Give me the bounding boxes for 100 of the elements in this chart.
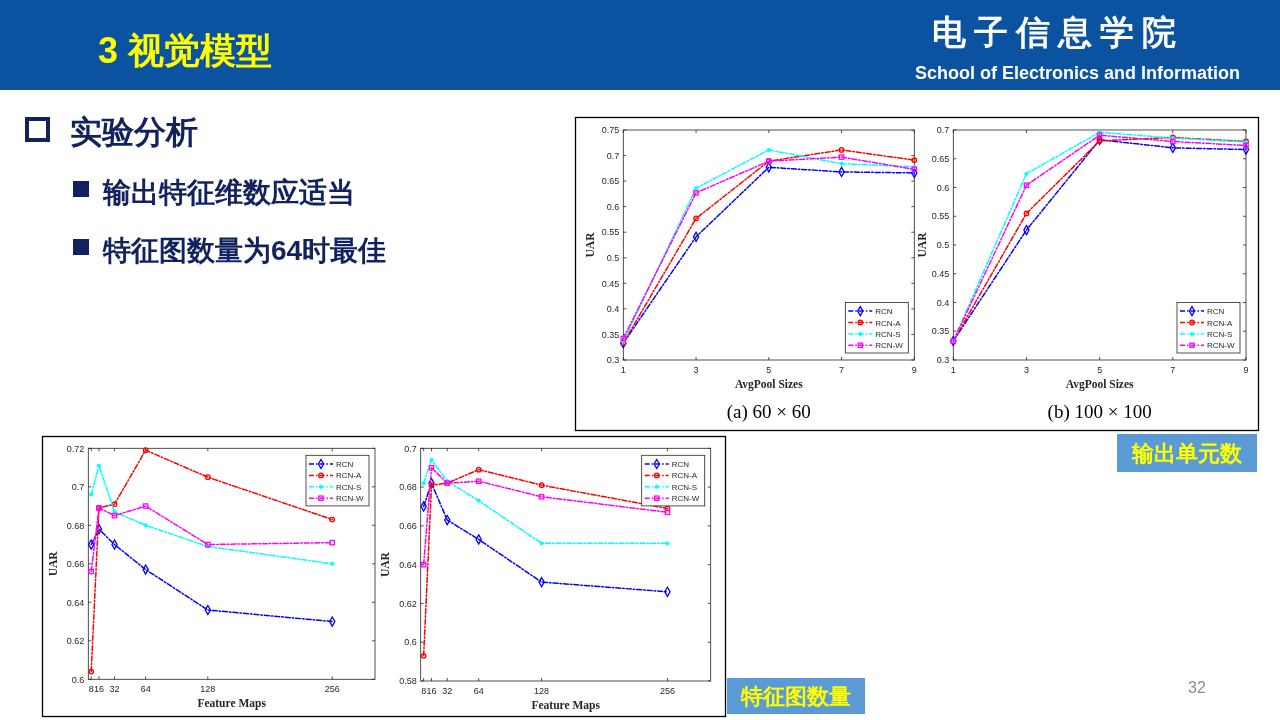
x-tick-label: 64: [140, 684, 151, 695]
y-tick-label: 0.4: [936, 297, 950, 308]
legend-label: RCN-A: [1207, 318, 1233, 328]
legend-label: RCN-A: [671, 471, 698, 481]
y-tick-label: 0.62: [399, 598, 417, 609]
y-tick-label: 0.35: [931, 326, 950, 337]
legend-item: RCN-W: [847, 341, 903, 351]
legend-item: RCN: [643, 458, 690, 470]
legend-label: RCN-A: [875, 318, 902, 328]
legend-item: RCN: [308, 458, 354, 470]
y-tick-label: 0.5: [936, 240, 950, 251]
y-tick-label: 0.64: [399, 559, 417, 570]
y-tick-label: 0.45: [601, 278, 620, 289]
legend-label: RCN: [336, 460, 354, 469]
y-tick-label: 0.68: [399, 482, 417, 493]
legend-label: RCN: [1207, 307, 1225, 317]
legend-item: RCN-A: [847, 318, 901, 328]
x-tick-label: 8: [88, 684, 94, 695]
x-tick-label: 9: [1243, 365, 1249, 375]
x-tick-label: 5: [766, 365, 772, 375]
title: 3 视觉模型: [98, 30, 273, 71]
ylabel: UAR: [584, 232, 596, 258]
xlabel: AvgPool Sizes: [734, 378, 803, 390]
x-tick-label: 16: [94, 684, 104, 695]
y-tick-label: 0.5: [606, 253, 620, 263]
label-tag: 特征图数量: [727, 678, 865, 714]
y-tick-label: 0.6: [936, 182, 950, 193]
legend-item: RCN-S: [643, 482, 698, 492]
y-tick-label: 0.75: [601, 125, 620, 136]
text: 32: [1188, 679, 1206, 696]
y-tick-label: 0.55: [601, 227, 620, 238]
ylabel: UAR: [916, 232, 928, 258]
y-tick-label: 0.6: [71, 674, 85, 685]
y-tick-label: 0.7: [606, 150, 620, 161]
x-tick-label: 32: [442, 686, 453, 696]
text: 实验分析: [70, 114, 198, 150]
legend-item: RCN: [847, 305, 893, 317]
y-tick-label: 0.68: [66, 520, 85, 531]
x-tick-label: 8: [421, 686, 427, 696]
x-tick-label: 3: [1023, 365, 1029, 375]
x-tick-label: 32: [109, 684, 120, 695]
legend-label: RCN: [671, 460, 690, 469]
legend-item: RCN-S: [1179, 329, 1233, 339]
legend-label: RCN-S: [671, 482, 698, 492]
text: 特征图数量为64时最佳: [103, 235, 387, 266]
legend-item: RCN-S: [308, 482, 362, 492]
x-tick-label: 256: [659, 686, 675, 696]
ylabel: UAR: [47, 551, 59, 577]
legend-label: RCN-S: [1207, 329, 1233, 339]
text: 输出特征维数应适当: [103, 177, 355, 208]
legend-label: RCN-W: [336, 494, 364, 504]
x-tick-label: 1: [950, 365, 956, 375]
caption: (b) 100 × 100: [1047, 401, 1152, 422]
legend-item: RCN-W: [1179, 341, 1235, 351]
legend-item: RCN-S: [847, 329, 901, 339]
legend-item: RCN-A: [643, 471, 698, 481]
y-tick-label: 0.65: [931, 153, 950, 164]
legend-label: RCN-S: [875, 329, 901, 339]
caption: (a) 60 × 60: [726, 401, 811, 422]
y-tick-label: 0.45: [931, 268, 950, 279]
y-tick-label: 0.72: [66, 443, 85, 454]
x-tick-label: 9: [911, 365, 917, 375]
x-tick-label: 256: [324, 684, 340, 695]
ylabel: UAR: [379, 552, 391, 578]
legend-item: RCN-A: [308, 471, 362, 481]
legend-label: RCN-W: [875, 341, 904, 351]
x-tick-label: 7: [1170, 365, 1176, 375]
y-tick-label: 0.55: [931, 211, 950, 222]
y-tick-label: 0.7: [936, 125, 950, 136]
y-tick-label: 0.65: [601, 176, 620, 187]
y-tick-label: 0.58: [399, 676, 417, 687]
y-tick-label: 0.64: [66, 597, 85, 608]
xlabel: Feature Maps: [197, 697, 266, 709]
text: 电子信息学院: [932, 14, 1184, 51]
y-tick-label: 0.66: [399, 521, 417, 532]
legend-label: RCN-W: [671, 494, 700, 504]
x-tick-label: 7: [839, 365, 845, 375]
label-tag: 输出单元数: [1117, 434, 1257, 472]
y-tick-label: 0.7: [71, 482, 85, 492]
legend-label: RCN-W: [1207, 341, 1235, 351]
legend-item: RCN-W: [643, 494, 700, 504]
y-tick-label: 0.7: [404, 443, 417, 454]
x-tick-label: 16: [426, 686, 437, 696]
x-tick-label: 64: [473, 686, 484, 696]
legend-label: RCN-S: [336, 482, 362, 492]
xlabel: Feature Maps: [531, 699, 600, 711]
legend-item: RCN: [1179, 305, 1225, 317]
legend-item: RCN-A: [1179, 318, 1233, 328]
y-tick-label: 0.6: [404, 637, 417, 648]
x-tick-label: 3: [693, 365, 699, 375]
y-tick-label: 0.66: [66, 559, 85, 569]
x-tick-label: 1: [620, 365, 626, 375]
y-tick-label: 0.4: [606, 304, 620, 315]
xlabel: AvgPool Sizes: [1065, 378, 1134, 390]
y-tick-label: 0.3: [936, 355, 950, 366]
legend-label: RCN: [875, 307, 893, 317]
y-tick-label: 0.35: [601, 329, 620, 340]
text: School of Electronics and Information: [914, 63, 1240, 83]
x-tick-label: 128: [200, 684, 216, 695]
x-tick-label: 5: [1097, 365, 1103, 375]
